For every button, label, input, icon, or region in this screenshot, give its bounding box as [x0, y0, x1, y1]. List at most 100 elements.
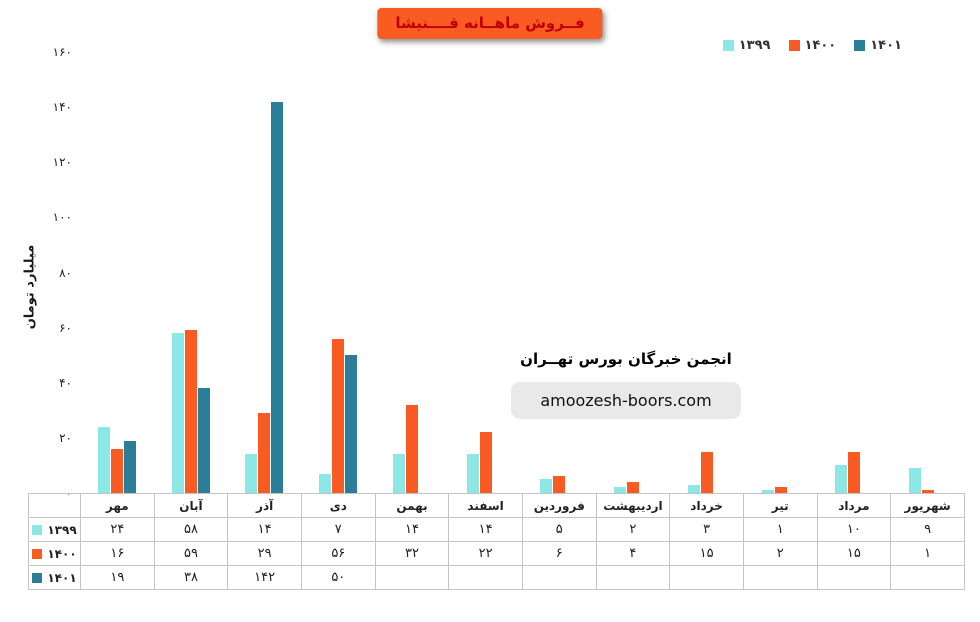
table-corner	[28, 493, 81, 518]
bar	[540, 479, 553, 493]
value-cell: ۱	[890, 541, 965, 566]
bar	[614, 487, 627, 493]
legend-label: ۱۳۹۹	[738, 38, 771, 53]
value-cell	[742, 565, 818, 590]
bar	[245, 454, 258, 493]
value-cell: ۱۶	[80, 541, 155, 566]
value-cell: ۶	[521, 541, 597, 566]
bar	[848, 452, 861, 493]
bar-group	[670, 52, 744, 493]
month-header-cell: آذر	[227, 493, 302, 518]
bar	[258, 413, 271, 493]
legend-item: ۱۳۹۹	[722, 38, 771, 53]
y-tick-label: ۱۴۰	[52, 100, 72, 115]
bar-group	[80, 52, 154, 493]
series-year-label: ۱۳۹۹	[47, 522, 77, 537]
value-cell: ۳۲	[374, 541, 450, 566]
value-cell: ۵۰	[300, 565, 376, 590]
data-table: مهر آبان آذر دی بهمن اسفند فروردین اردیبهشت خردا…	[28, 493, 965, 590]
value-cell: ۳	[669, 517, 744, 542]
bar	[687, 485, 700, 493]
value-cell	[448, 565, 523, 590]
value-cell: ۱۵	[669, 541, 744, 566]
bar	[909, 468, 922, 493]
bar-group	[744, 52, 818, 493]
value-cell: ۲۹	[227, 541, 302, 566]
bar-group	[818, 52, 892, 493]
legend-label: ۱۴۰۱	[870, 38, 902, 53]
series-year-inner: ۱۴۰۰	[29, 547, 80, 561]
value-cell: ۲	[595, 517, 671, 542]
legend-swatch-icon	[722, 40, 734, 51]
value-cell: ۱۵	[816, 541, 892, 566]
bar-group	[301, 52, 375, 493]
month-header-cell: اسفند	[448, 493, 523, 518]
value-cell: ۵	[521, 517, 597, 542]
value-cell: ۱۴	[227, 517, 302, 542]
month-header-cell: مرداد	[816, 493, 892, 518]
bar	[392, 454, 405, 493]
bar	[761, 490, 774, 493]
bar	[835, 465, 848, 493]
bar	[319, 474, 332, 493]
value-cell	[374, 565, 450, 590]
watermark-text: انجمن خبرگان بورس تهــران	[512, 347, 740, 371]
bar	[345, 355, 358, 493]
bar-group	[891, 52, 965, 493]
y-tick-label: ۱۶۰	[52, 45, 72, 59]
y-axis-title: میلیارد تومان	[22, 244, 38, 330]
month-header-cell: دی	[300, 493, 376, 518]
bar-group	[154, 52, 228, 493]
month-header-cell: اردیبهشت	[595, 493, 671, 518]
value-cell	[521, 565, 597, 590]
bar	[405, 405, 418, 493]
chart-data-table: مهر آبان آذر دی بهمن اسفند فروردین اردیبهشت خردا…	[28, 493, 965, 590]
month-header-cell: آبان	[153, 493, 229, 518]
bar	[271, 102, 284, 493]
bar	[700, 452, 713, 493]
value-cell: ۱۴	[448, 517, 523, 542]
month-header-cell: فروردین	[521, 493, 597, 518]
y-tick-label: ۸۰	[59, 265, 72, 280]
month-header-cell: مهر	[80, 493, 155, 518]
value-cell: ۴	[595, 541, 671, 566]
value-cell: ۹	[890, 517, 965, 542]
value-cell	[890, 565, 965, 590]
legend-item: ۱۴۰۰	[788, 38, 837, 53]
bar-group	[523, 52, 597, 493]
y-axis-ticks: ۰ ۲۰ ۴۰ ۶۰ ۸۰ ۱۰۰ ۱۲۰ ۱۴۰ ۱۶۰	[40, 45, 72, 500]
value-cell: ۳۸	[153, 565, 229, 590]
bar	[171, 333, 184, 493]
watermark: انجمن خبرگان بورس تهــران amoozesh-boors…	[511, 347, 741, 419]
month-header-cell: بهمن	[374, 493, 450, 518]
series-year-inner: ۱۴۰۱	[29, 571, 80, 585]
series-year-inner: ۱۳۹۹	[29, 523, 80, 537]
value-cell: ۱۰	[816, 517, 892, 542]
chart-title: فــروش ماهــانه قــــنیشا	[377, 8, 603, 39]
series-year-label: ۱۴۰۰	[47, 546, 77, 561]
month-header-cell: خرداد	[669, 493, 744, 518]
bar-group	[375, 52, 449, 493]
legend-swatch-icon	[788, 40, 800, 51]
value-cell: ۲۲	[448, 541, 523, 566]
y-tick-label: ۶۰	[59, 320, 72, 335]
bar-group	[449, 52, 523, 493]
value-cell: ۱۴	[374, 517, 450, 542]
series-row: ۱۴۰۱ ۱۹ ۳۸ ۱۴۲ ۵۰	[28, 565, 965, 590]
bar	[184, 330, 197, 493]
y-tick-label: ۲۰	[59, 430, 72, 445]
bar-group	[596, 52, 670, 493]
legend-label: ۱۴۰۰	[804, 38, 837, 53]
bar	[922, 490, 935, 493]
bar	[123, 441, 136, 493]
bar	[97, 427, 110, 493]
value-cell: ۲	[742, 541, 818, 566]
series-row: ۱۳۹۹ ۲۴ ۵۸ ۱۴ ۷ ۱۴ ۱۴ ۵ ۲ ۳ ۱ ۱۰ ۹	[28, 517, 965, 542]
bar	[466, 454, 479, 493]
y-tick-label: ۴۰	[59, 375, 72, 390]
legend-item: ۱۴۰۱	[854, 38, 902, 53]
value-cell	[669, 565, 744, 590]
y-tick-label: ۱۰۰	[52, 210, 72, 225]
value-cell	[595, 565, 671, 590]
